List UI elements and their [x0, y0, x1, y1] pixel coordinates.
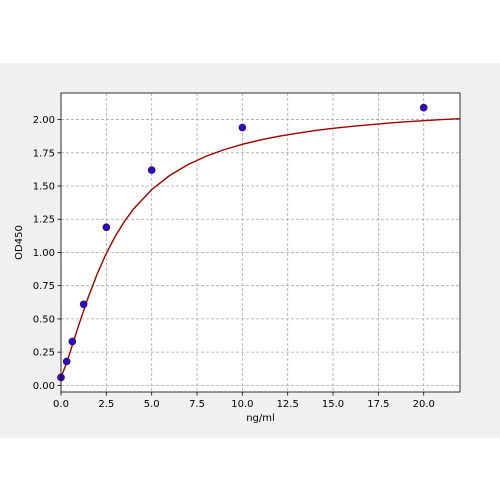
x-tick-label: 17.5: [367, 399, 389, 410]
plot-area: [61, 93, 460, 392]
y-tick-label: 2.00: [33, 115, 55, 126]
data-point: [79, 300, 88, 309]
data-points: [57, 103, 428, 382]
y-tick-label: 0.75: [33, 281, 55, 292]
data-point: [102, 223, 111, 232]
data-point: [419, 103, 428, 112]
data-point: [238, 123, 247, 132]
x-tick-label: 7.5: [189, 399, 205, 410]
y-tick-label: 0.50: [33, 314, 55, 325]
x-tick-label: 5.0: [144, 399, 160, 410]
y-axis-ticks: 0.00 0.25 0.50 0.75 1.00 1.25 1.50 1.75 2.00: [33, 115, 61, 392]
x-tick-label: 15.0: [322, 399, 344, 410]
data-point: [62, 357, 71, 366]
y-tick-label: 0.00: [33, 381, 55, 392]
y-tick-label: 0.25: [33, 348, 55, 359]
plot-frame: [60, 92, 461, 393]
y-axis-label: OD450: [14, 225, 25, 260]
x-tick-label: 20.0: [413, 399, 435, 410]
data-point: [147, 166, 156, 174]
data-point: [68, 337, 77, 346]
x-tick-label: 2.5: [98, 399, 114, 410]
x-tick-label: 12.5: [277, 399, 299, 410]
chart-figure: 0.0 2.5 5.0 7.5 10.0 12.5 15.0 17.5 20.0 0.00 0.2…: [0, 63, 500, 438]
x-axis-label: ng/ml: [246, 413, 275, 424]
y-tick-label: 1.50: [33, 182, 55, 193]
y-tick-label: 1.75: [33, 148, 55, 159]
grid-lines: [60, 93, 460, 392]
y-tick-label: 1.25: [33, 215, 55, 226]
x-axis-ticks: 0.0 2.5 5.0 7.5 10.0 12.5 15.0 17.5 20.0: [53, 392, 435, 410]
x-tick-label: 10.0: [231, 399, 253, 410]
standard-curve-chart: 0.0 2.5 5.0 7.5 10.0 12.5 15.0 17.5 20.0 0.00 0.2…: [14, 92, 461, 424]
y-tick-label: 1.00: [33, 248, 55, 259]
x-tick-label: 0.0: [53, 399, 69, 410]
